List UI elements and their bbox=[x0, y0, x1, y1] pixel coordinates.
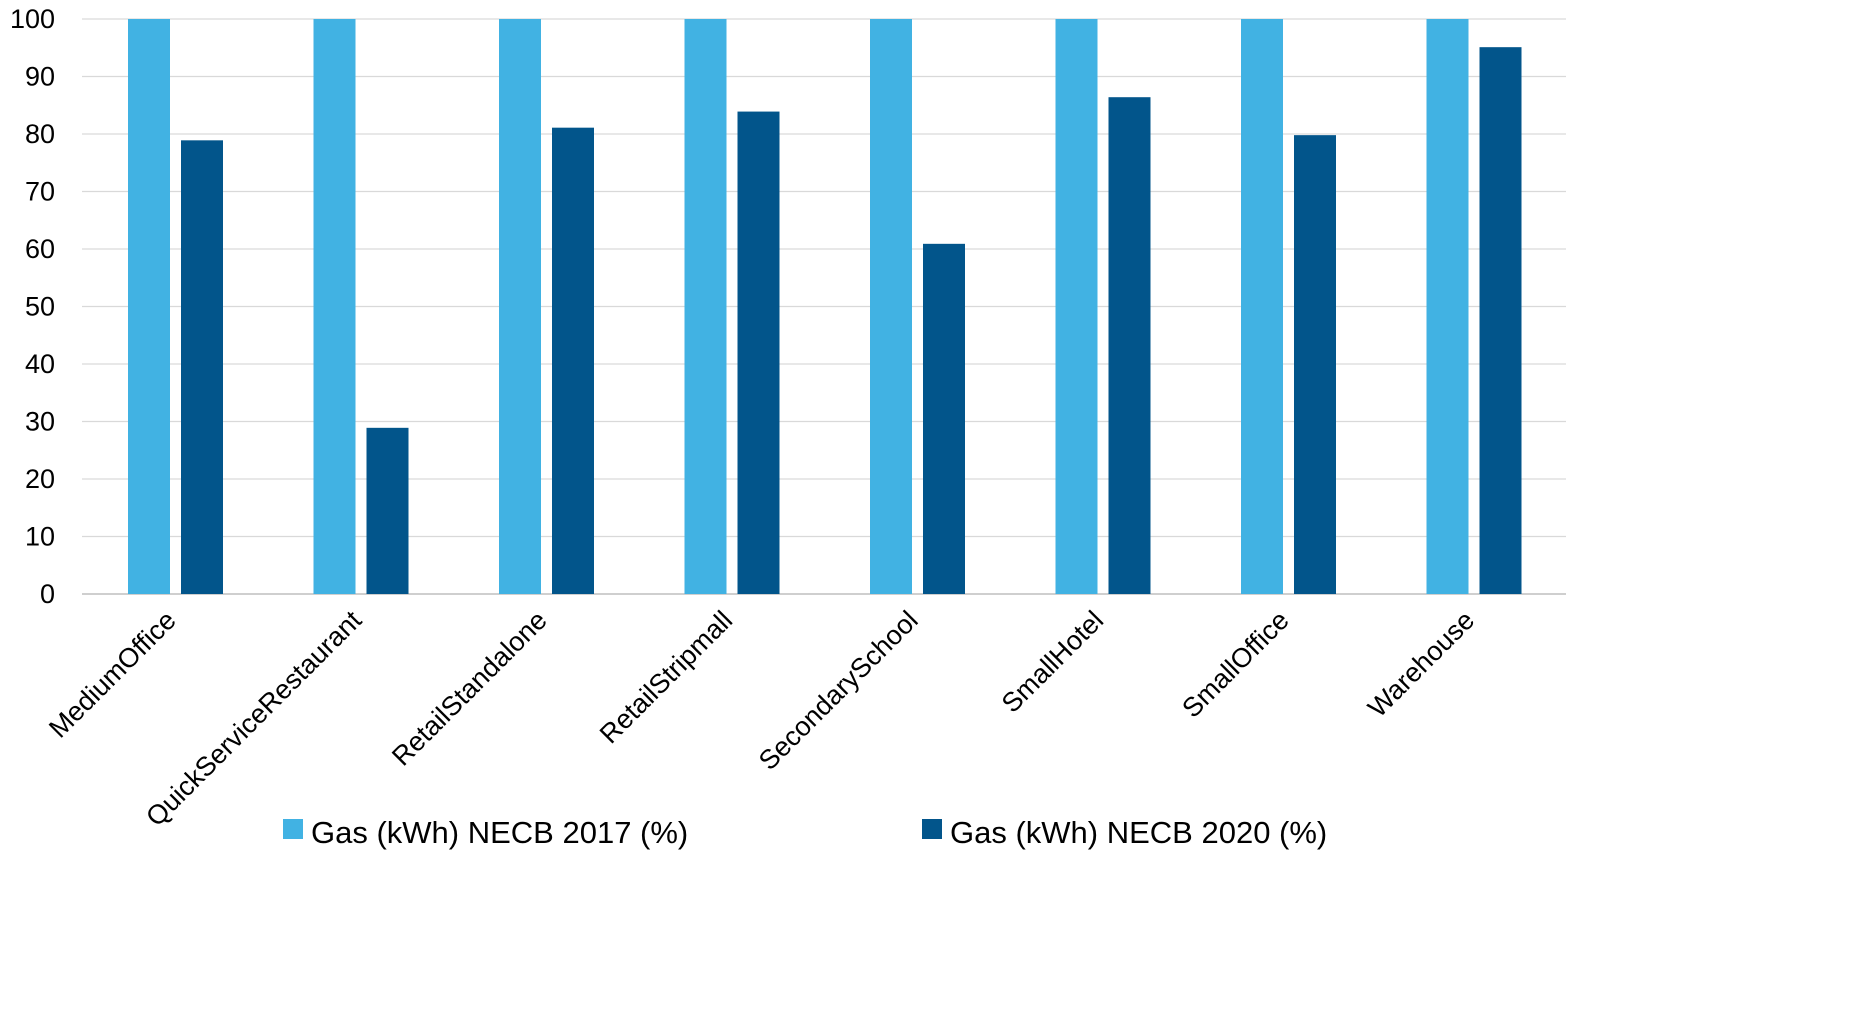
legend-label-necb-2020: Gas (kWh) NECB 2020 (%) bbox=[950, 815, 1327, 850]
bar-necb-2017-SmallOffice bbox=[1241, 19, 1283, 594]
x-category-label: RetailStripmall bbox=[594, 605, 738, 749]
legend-swatch-necb-2020 bbox=[922, 819, 942, 839]
y-tick-label: 60 bbox=[25, 234, 55, 264]
gridlines bbox=[82, 18, 1566, 595]
bar-necb-2017-RetailStripmall bbox=[684, 19, 727, 594]
y-tick-label: 30 bbox=[25, 407, 55, 437]
x-category-label: SmallHotel bbox=[996, 605, 1110, 719]
y-axis-tick-labels: 0 10 20 30 40 50 60 70 80 90 100 bbox=[10, 4, 55, 609]
y-tick-label: 50 bbox=[25, 292, 55, 322]
bars bbox=[128, 19, 1522, 595]
y-tick-label: 0 bbox=[40, 579, 55, 609]
legend-label-necb-2017: Gas (kWh) NECB 2017 (%) bbox=[311, 815, 688, 850]
y-tick-label: 90 bbox=[25, 62, 55, 92]
legend-swatch-necb-2017 bbox=[283, 819, 303, 839]
x-category-label: RetailStandalone bbox=[386, 605, 553, 772]
bar-necb-2017-MediumOffice bbox=[128, 19, 170, 594]
bar-necb-2020-QuickServiceRestaurant bbox=[366, 427, 409, 594]
y-tick-label: 40 bbox=[25, 349, 55, 379]
legend: Gas (kWh) NECB 2017 (%) Gas (kWh) NECB 20… bbox=[283, 815, 1327, 850]
bar-necb-2020-SecondarySchool bbox=[923, 243, 965, 594]
bar-necb-2020-SmallHotel bbox=[1108, 97, 1151, 594]
bar-necb-2017-SmallHotel bbox=[1055, 19, 1098, 594]
y-tick-label: 100 bbox=[10, 4, 55, 34]
y-tick-label: 80 bbox=[25, 119, 55, 149]
bar-necb-2020-SmallOffice bbox=[1294, 135, 1336, 594]
y-tick-label: 20 bbox=[25, 464, 55, 494]
x-category-label: QuickServiceRestaurant bbox=[140, 605, 367, 832]
bar-necb-2017-SecondarySchool bbox=[870, 19, 912, 594]
x-category-label: SmallOffice bbox=[1176, 605, 1294, 723]
x-category-label: SecondarySchool bbox=[753, 605, 924, 776]
y-tick-label: 70 bbox=[25, 177, 55, 207]
x-category-label: MediumOffice bbox=[43, 605, 182, 744]
bar-necb-2020-RetailStripmall bbox=[737, 111, 780, 594]
bar-necb-2017-RetailStandalone bbox=[499, 19, 541, 594]
bar-necb-2020-RetailStandalone bbox=[552, 127, 594, 595]
x-category-label: Warehouse bbox=[1362, 605, 1480, 723]
y-tick-label: 10 bbox=[25, 522, 55, 552]
bar-necb-2020-MediumOffice bbox=[181, 140, 223, 594]
bar-necb-2020-Warehouse bbox=[1479, 47, 1522, 595]
bar-necb-2017-Warehouse bbox=[1426, 19, 1469, 594]
bar-necb-2017-QuickServiceRestaurant bbox=[313, 19, 356, 594]
